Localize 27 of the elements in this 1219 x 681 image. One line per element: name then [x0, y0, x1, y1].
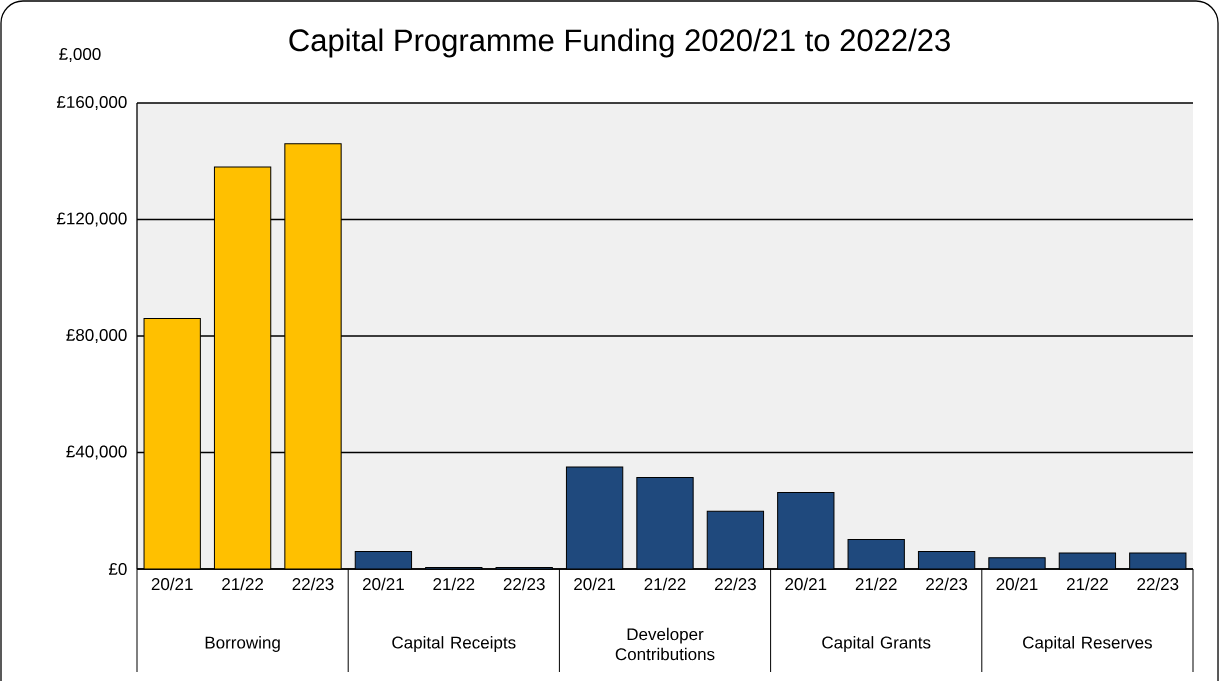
- x-tick-label: 22/23: [503, 577, 545, 591]
- y-tick-label: £40,000: [66, 445, 127, 460]
- y-tick-label: £160,000: [56, 95, 127, 111]
- text: Borrowing: [205, 636, 280, 652]
- x-tick-label: 20/21: [996, 577, 1038, 591]
- y-axis-title: £,000: [59, 47, 101, 63]
- x-tick-label: 21/22: [222, 577, 263, 591]
- text: Capital Receipts: [392, 636, 516, 652]
- x-tick-label: 20/21: [785, 577, 827, 591]
- x-tick-label: 21/22: [1066, 577, 1108, 591]
- x-tick-label: 22/23: [926, 577, 968, 591]
- x-tick-label: 20/21: [151, 577, 193, 591]
- x-tick-label: 22/23: [714, 577, 756, 591]
- x-tick-label: 21/22: [644, 577, 686, 591]
- chart-title: Capital Programme Funding 2020/21 to 2022/23: [289, 28, 950, 58]
- x-tick-label: 22/23: [292, 577, 334, 591]
- y-tick-label: £0: [108, 562, 127, 576]
- text: Capital Reserves: [1023, 636, 1152, 652]
- y-tick-label: £120,000: [56, 212, 127, 227]
- x-tick-label: 21/22: [433, 577, 475, 591]
- x-tick-label: 21/22: [855, 577, 897, 591]
- y-tick-label: £80,000: [66, 328, 127, 344]
- x-tick-label: 20/21: [574, 577, 616, 591]
- text: Developer Contributions: [615, 627, 715, 661]
- text: Capital Grants: [822, 636, 931, 652]
- x-tick-label: 20/21: [362, 577, 404, 591]
- x-tick-label: 22/23: [1137, 577, 1179, 591]
